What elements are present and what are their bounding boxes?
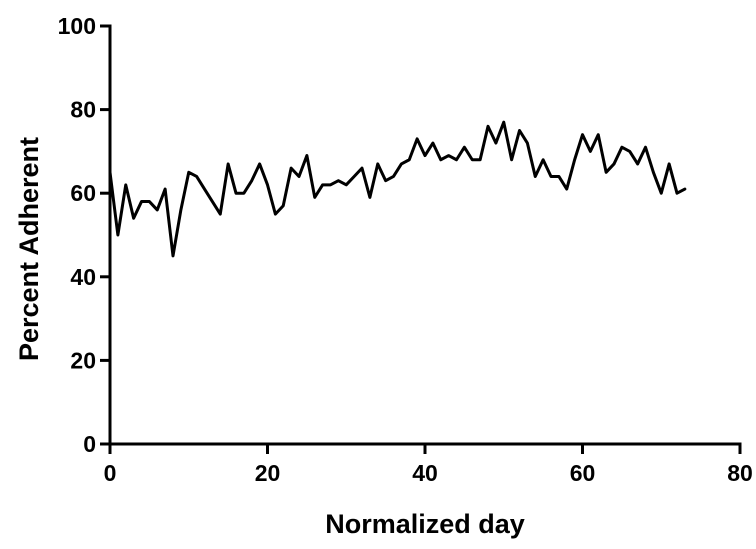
y-tick-label: 80 (70, 97, 96, 123)
x-tick-label: 20 (255, 460, 281, 486)
y-tick-label: 60 (70, 180, 96, 206)
y-axis-title: Percent Adherent (14, 137, 44, 361)
axes-layer (108, 24, 742, 446)
x-tick-label: 40 (412, 460, 438, 486)
x-tick-label: 0 (104, 460, 117, 486)
ticks-layer: 0 20 40 60 80 100 0 20 40 60 80 (58, 13, 753, 486)
adherence-series-line (108, 120, 687, 258)
y-tick-label: 100 (58, 13, 96, 39)
y-tick-label: 0 (83, 431, 96, 457)
y-tick-label: 40 (70, 264, 96, 290)
x-tick-label: 80 (727, 460, 753, 486)
x-tick-label: 60 (570, 460, 596, 486)
x-axis-title: Normalized day (325, 509, 525, 539)
series-layer (108, 120, 687, 258)
y-tick-label: 20 (70, 347, 96, 373)
